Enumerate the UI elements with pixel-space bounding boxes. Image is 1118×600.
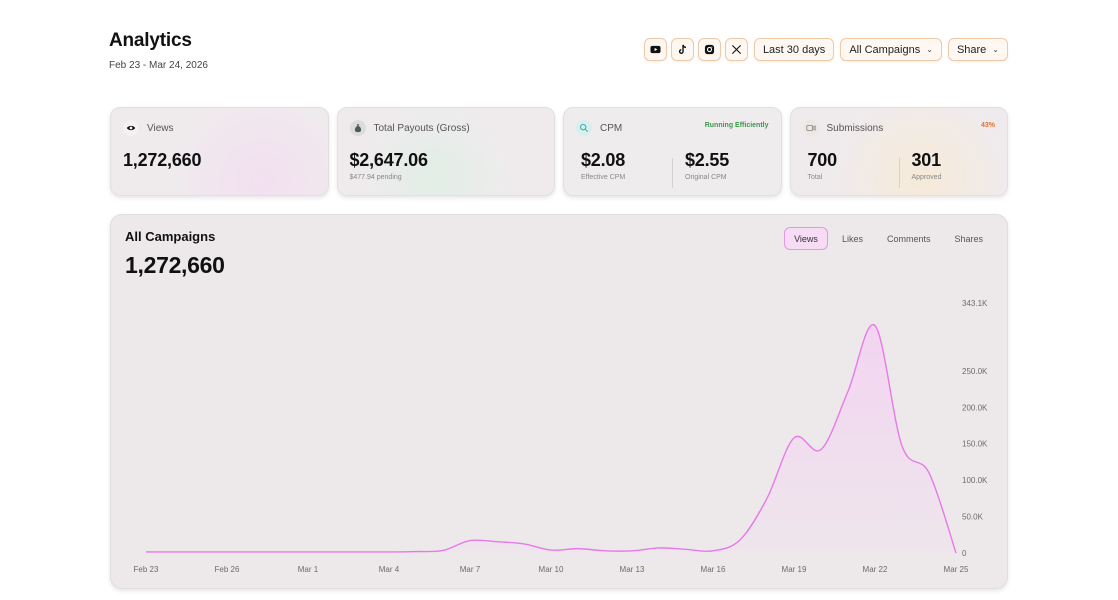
chevron-down-icon: ⌄: [992, 45, 999, 54]
tiktok-filter-button[interactable]: [670, 38, 694, 61]
tab-views[interactable]: Views: [784, 227, 828, 250]
views-area-fill: [146, 324, 956, 553]
share-button[interactable]: Share ⌄: [947, 38, 1008, 61]
cpm-card: CPM Running Efficiently $2.08 Effective …: [563, 107, 782, 196]
youtube-icon: [650, 45, 661, 54]
panel-title: All Campaigns: [125, 229, 216, 244]
x-tick-label: Mar 22: [863, 565, 888, 574]
submissions-label: Submissions: [826, 122, 884, 134]
y-tick-label: 50.0K: [962, 513, 984, 522]
y-tick-label: 100.0K: [962, 476, 988, 485]
effective-cpm-value: $2.08: [581, 150, 626, 170]
video-icon: [802, 120, 819, 136]
submissions-rate-badge: 43%: [980, 122, 995, 129]
payouts-pending: $477.94 pending: [349, 174, 402, 181]
x-tick-label: Mar 25: [944, 565, 969, 574]
eye-icon: [123, 120, 139, 136]
submissions-approved-value: 301: [911, 150, 942, 170]
tiktok-icon: [678, 44, 687, 54]
chevron-down-icon: ⌄: [926, 45, 933, 54]
x-tick-label: Feb 23: [134, 565, 159, 574]
date-range: Feb 23 - Mar 24, 2026: [109, 60, 208, 71]
y-tick-label: 250.0K: [962, 367, 988, 376]
instagram-icon: [704, 44, 715, 55]
x-tick-label: Mar 19: [782, 565, 807, 574]
divider: [672, 158, 673, 188]
views-series-line: [146, 324, 957, 554]
x-tick-label: Mar 16: [701, 565, 726, 574]
period-label: Last 30 days: [762, 43, 826, 56]
toolbar: Last 30 days All Campaigns ⌄ Share ⌄: [643, 38, 1008, 61]
submissions-approved-label: Approved: [911, 174, 942, 181]
payouts-card: Total Payouts (Gross) $2,647.06 $477.94 …: [336, 107, 555, 196]
tab-likes[interactable]: Likes: [841, 233, 863, 244]
x-filter-button[interactable]: [724, 38, 748, 61]
search-icon: [576, 120, 592, 136]
y-tick-label: 150.0K: [962, 440, 988, 449]
stat-cards: Views 1,272,660 Total Payouts (Gross) $2…: [110, 107, 1008, 196]
views-card: Views 1,272,660: [110, 107, 329, 196]
y-tick-label: 0: [962, 549, 967, 558]
submissions-card: Submissions 43% 700 Total 301 Approved: [789, 107, 1008, 196]
money-bag-icon: [349, 120, 366, 136]
x-tick-label: Mar 7: [460, 565, 481, 574]
y-tick-label: 200.0K: [962, 403, 988, 412]
divider: [898, 158, 900, 188]
campaign-select-label: All Campaigns: [849, 43, 921, 56]
metric-tabs: Views Likes Comments Shares: [784, 227, 993, 250]
page-title: Analytics: [109, 30, 192, 51]
youtube-filter-button[interactable]: [643, 38, 667, 61]
submissions-total-value: 700: [807, 150, 838, 170]
period-button[interactable]: Last 30 days: [753, 38, 835, 61]
views-label: Views: [147, 122, 174, 134]
effective-cpm-label: Effective CPM: [581, 174, 626, 181]
x-tick-label: Feb 26: [215, 565, 240, 574]
page-header: Analytics Feb 23 - Mar 24, 2026: [109, 30, 208, 71]
panel-total-value: 1,272,660: [125, 252, 225, 278]
campaign-select[interactable]: All Campaigns ⌄: [840, 38, 942, 61]
cpm-label: CPM: [600, 122, 623, 134]
instagram-filter-button[interactable]: [697, 38, 721, 61]
tab-shares[interactable]: Shares: [954, 233, 983, 244]
campaign-chart-panel: 0 50.0K 100.0K 150.0K 200.0K 250.0K 343.1K Feb …: [110, 214, 1008, 589]
share-label: Share: [956, 43, 987, 56]
x-tick-label: Mar 10: [539, 565, 564, 574]
views-value: 1,272,660: [123, 150, 202, 170]
original-cpm-label: Original CPM: [685, 174, 727, 181]
submissions-total-label: Total: [807, 174, 823, 181]
payouts-value: $2,647.06: [349, 150, 428, 170]
x-tick-label: Mar 13: [620, 565, 645, 574]
x-icon: [731, 44, 741, 55]
payouts-label: Total Payouts (Gross): [373, 122, 470, 134]
cpm-status-badge: Running Efficiently: [704, 122, 769, 129]
views-area-chart: 0 50.0K 100.0K 150.0K 200.0K 250.0K 343.1K Feb …: [134, 299, 988, 574]
tab-comments[interactable]: Comments: [886, 233, 931, 244]
x-tick-label: Mar 1: [298, 565, 319, 574]
y-tick-label: 343.1K: [962, 299, 988, 308]
original-cpm-value: $2.55: [685, 150, 730, 170]
x-tick-label: Mar 4: [379, 565, 400, 574]
